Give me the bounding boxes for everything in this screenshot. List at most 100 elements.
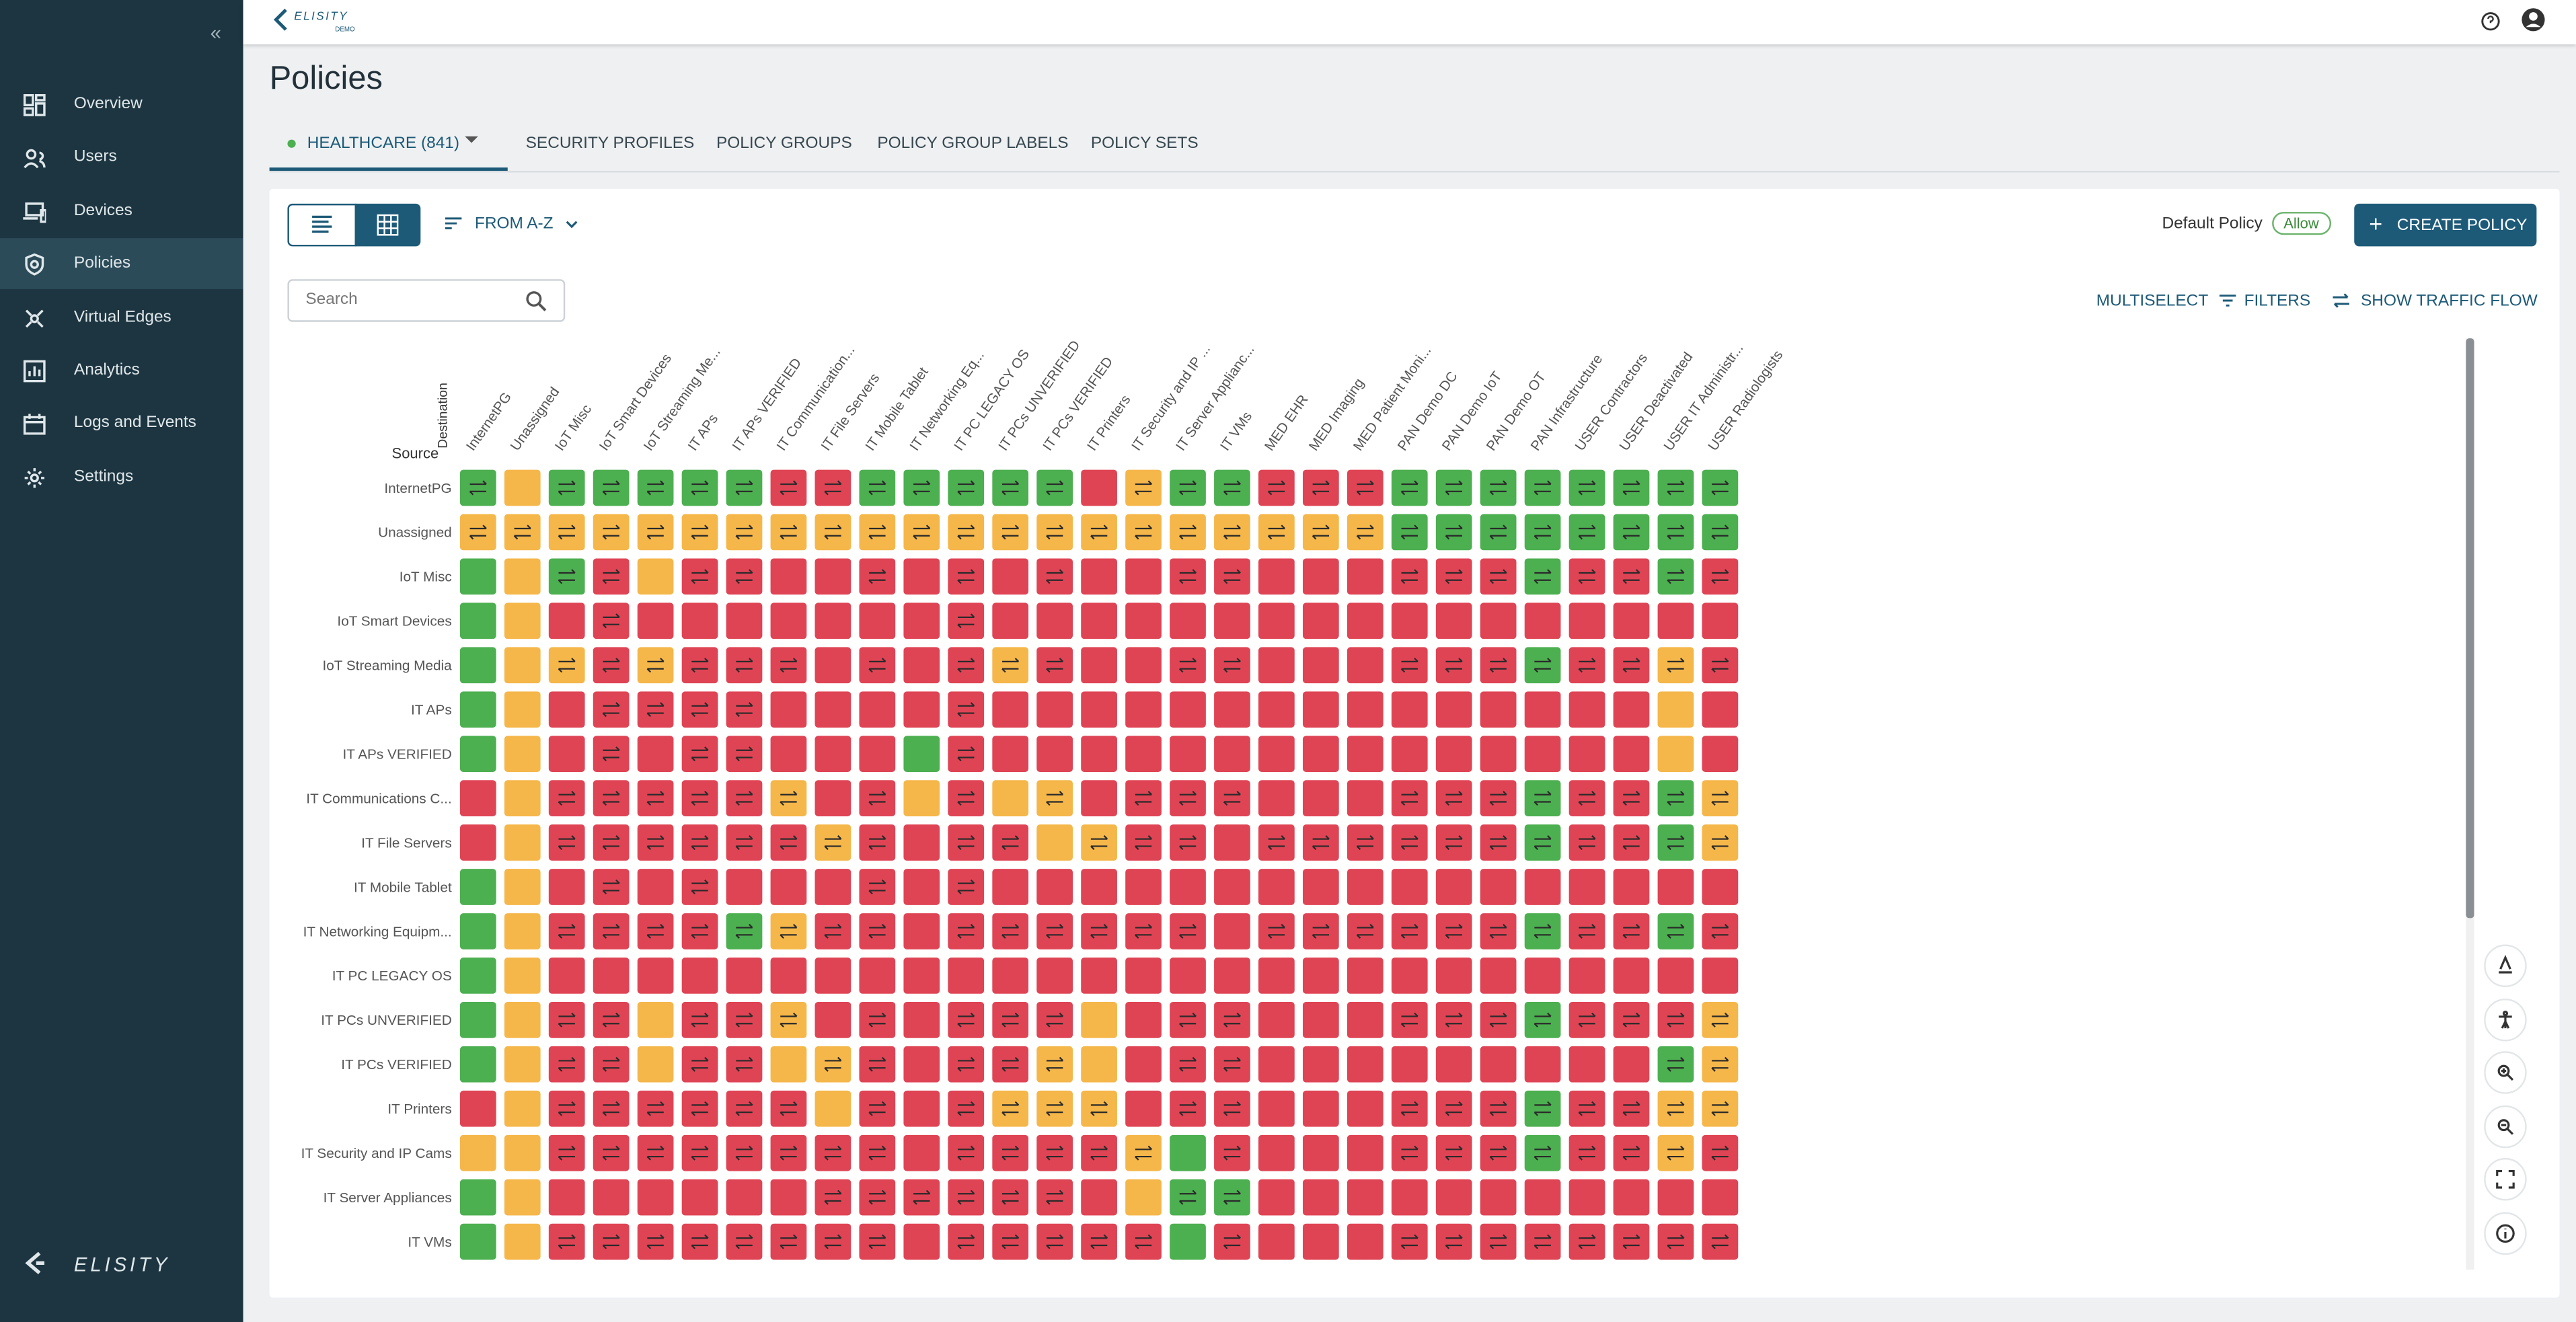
- policy-cell[interactable]: [1480, 558, 1517, 595]
- policy-cell[interactable]: [992, 558, 1029, 595]
- policy-cell[interactable]: [1081, 1179, 1117, 1216]
- policy-cell[interactable]: [1214, 1223, 1250, 1260]
- policy-cell[interactable]: [948, 514, 985, 551]
- policy-cell[interactable]: [1302, 869, 1339, 905]
- nav-item[interactable]: Overview: [0, 79, 243, 130]
- policy-cell[interactable]: [1524, 958, 1561, 994]
- policy-cell[interactable]: [459, 1179, 496, 1216]
- policy-cell[interactable]: [1524, 1223, 1561, 1260]
- policy-cell[interactable]: [992, 1134, 1029, 1171]
- policy-cell[interactable]: [1125, 736, 1162, 773]
- policy-cell[interactable]: [1480, 469, 1517, 506]
- policy-cell[interactable]: [1302, 1223, 1339, 1260]
- policy-cell[interactable]: [637, 913, 674, 949]
- policy-cell[interactable]: [1302, 958, 1339, 994]
- policy-cell[interactable]: [770, 469, 807, 506]
- policy-cell[interactable]: [593, 1179, 630, 1216]
- policy-cell[interactable]: [770, 913, 807, 949]
- create-policy-button[interactable]: + CREATE POLICY: [2354, 203, 2537, 247]
- policy-cell[interactable]: [1613, 1090, 1650, 1127]
- policy-cell[interactable]: [1125, 1001, 1162, 1038]
- policy-cell[interactable]: [1170, 1134, 1206, 1171]
- policy-cell[interactable]: [1125, 514, 1162, 551]
- policy-cell[interactable]: [1391, 869, 1428, 905]
- policy-cell[interactable]: [1657, 824, 1694, 861]
- policy-cell[interactable]: [504, 558, 541, 595]
- policy-cell[interactable]: [1613, 869, 1650, 905]
- policy-cell[interactable]: [770, 1001, 807, 1038]
- policy-cell[interactable]: [770, 514, 807, 551]
- policy-cell[interactable]: [1258, 824, 1295, 861]
- policy-cell[interactable]: [1435, 736, 1472, 773]
- policy-cell[interactable]: [903, 1046, 940, 1083]
- policy-cell[interactable]: [593, 913, 630, 949]
- policy-cell[interactable]: [459, 647, 496, 684]
- policy-cell[interactable]: [504, 1223, 541, 1260]
- policy-cell[interactable]: [1170, 913, 1206, 949]
- policy-cell[interactable]: [1125, 1223, 1162, 1260]
- policy-cell[interactable]: [903, 1179, 940, 1216]
- policy-cell[interactable]: [1036, 958, 1073, 994]
- policy-cell[interactable]: [593, 514, 630, 551]
- policy-cell[interactable]: [637, 691, 674, 728]
- policy-cell[interactable]: [1081, 602, 1117, 639]
- policy-cell[interactable]: [1214, 558, 1250, 595]
- policy-cell[interactable]: [1125, 869, 1162, 905]
- policy-cell[interactable]: [815, 1179, 851, 1216]
- policy-cell[interactable]: [1702, 1179, 1739, 1216]
- policy-cell[interactable]: [815, 469, 851, 506]
- policy-cell[interactable]: [948, 469, 985, 506]
- policy-cell[interactable]: [859, 824, 896, 861]
- tab[interactable]: POLICY GROUP LABELS: [877, 134, 1069, 153]
- policy-cell[interactable]: [681, 1134, 718, 1171]
- policy-cell[interactable]: [459, 602, 496, 639]
- policy-cell[interactable]: [681, 958, 718, 994]
- policy-cell[interactable]: [1435, 1046, 1472, 1083]
- policy-cell[interactable]: [1125, 602, 1162, 639]
- tool-button[interactable]: [2483, 1210, 2528, 1256]
- search-box[interactable]: Search: [287, 279, 566, 322]
- policy-cell[interactable]: [815, 647, 851, 684]
- policy-cell[interactable]: [992, 514, 1029, 551]
- policy-cell[interactable]: [1435, 824, 1472, 861]
- policy-cell[interactable]: [770, 1223, 807, 1260]
- policy-cell[interactable]: [1702, 1223, 1739, 1260]
- policy-cell[interactable]: [815, 958, 851, 994]
- policy-cell[interactable]: [1036, 780, 1073, 816]
- policy-cell[interactable]: [1081, 1001, 1117, 1038]
- policy-cell[interactable]: [1480, 691, 1517, 728]
- policy-cell[interactable]: [1258, 469, 1295, 506]
- policy-cell[interactable]: [1524, 913, 1561, 949]
- collapse-button[interactable]: «: [210, 21, 221, 44]
- policy-cell[interactable]: [681, 736, 718, 773]
- policy-cell[interactable]: [548, 1179, 585, 1216]
- policy-cell[interactable]: [1702, 558, 1739, 595]
- policy-cell[interactable]: [681, 1223, 718, 1260]
- policy-cell[interactable]: [1036, 1001, 1073, 1038]
- policy-cell[interactable]: [948, 1090, 985, 1127]
- policy-cell[interactable]: [1480, 736, 1517, 773]
- policy-cell[interactable]: [815, 913, 851, 949]
- policy-cell[interactable]: [459, 1090, 496, 1127]
- policy-cell[interactable]: [1302, 736, 1339, 773]
- policy-cell[interactable]: [1036, 1223, 1073, 1260]
- policy-cell[interactable]: [1657, 602, 1694, 639]
- policy-cell[interactable]: [1391, 958, 1428, 994]
- policy-cell[interactable]: [1702, 1046, 1739, 1083]
- policy-cell[interactable]: [1214, 469, 1250, 506]
- policy-cell[interactable]: [903, 824, 940, 861]
- policy-cell[interactable]: [1036, 869, 1073, 905]
- tab[interactable]: HEALTHCARE (841): [307, 134, 460, 153]
- policy-cell[interactable]: [548, 780, 585, 816]
- policy-cell[interactable]: [1170, 558, 1206, 595]
- policy-cell[interactable]: [1702, 1090, 1739, 1127]
- policy-cell[interactable]: [859, 558, 896, 595]
- policy-cell[interactable]: [992, 958, 1029, 994]
- policy-cell[interactable]: [637, 1134, 674, 1171]
- policy-cell[interactable]: [459, 824, 496, 861]
- policy-cell[interactable]: [1302, 514, 1339, 551]
- policy-cell[interactable]: [459, 558, 496, 595]
- policy-cell[interactable]: [903, 691, 940, 728]
- policy-cell[interactable]: [1081, 558, 1117, 595]
- policy-cell[interactable]: [548, 1134, 585, 1171]
